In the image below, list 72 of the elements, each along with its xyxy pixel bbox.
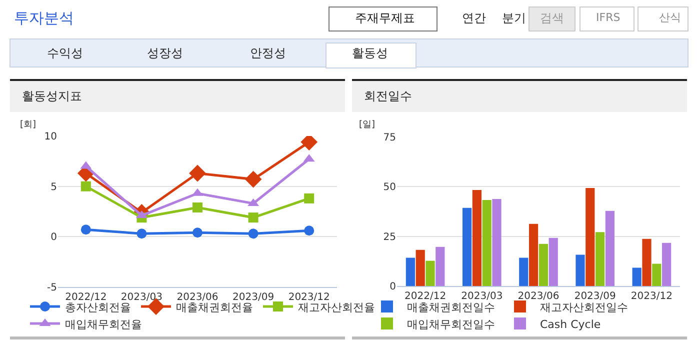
bar xyxy=(472,190,482,286)
x-tick-label: 2023/03 xyxy=(461,291,503,302)
point xyxy=(189,164,206,182)
x-tick-label: 2023/06 xyxy=(518,291,560,302)
text: 검색 xyxy=(540,11,564,25)
y-tick-label: 5 xyxy=(50,182,57,193)
y-tick-label: -5 xyxy=(47,282,57,294)
text: 활동성 xyxy=(352,46,388,60)
text: 수익성 xyxy=(47,46,83,60)
legend-label: 재고자산회전일수 xyxy=(540,300,628,314)
bar xyxy=(642,238,652,286)
point xyxy=(192,202,202,212)
text: 연간 xyxy=(462,11,486,25)
text: 성장성 xyxy=(147,46,183,60)
y-tick-label: 75 xyxy=(383,132,396,144)
y-tick-label: 25 xyxy=(383,232,396,243)
bar xyxy=(538,244,548,286)
legend-label: 재고자산회전율 xyxy=(298,300,375,314)
text: 안정성 xyxy=(250,46,286,60)
y-axis-title: [일] xyxy=(359,120,376,130)
text: IFRS xyxy=(596,11,620,24)
bar xyxy=(586,188,595,286)
point xyxy=(136,228,147,239)
bar xyxy=(596,232,605,286)
bar xyxy=(528,224,538,286)
bar xyxy=(406,258,415,286)
y-tick-label: 0 xyxy=(390,282,396,292)
point xyxy=(80,181,91,192)
x-tick-label: 2022/12 xyxy=(65,292,107,303)
legend-label: 매입채무회전일수 xyxy=(407,318,495,331)
bar xyxy=(436,246,445,286)
bar xyxy=(482,200,492,286)
x-tick-label: 2023/06 xyxy=(176,292,218,303)
y-tick-label: 0 xyxy=(50,232,57,244)
bar xyxy=(519,258,528,286)
bar xyxy=(576,254,585,286)
point xyxy=(248,212,258,223)
chart-title: 회전일수 xyxy=(364,89,412,103)
y-tick-label: 50 xyxy=(383,182,396,194)
y-tick-label: 10 xyxy=(44,132,57,142)
y-axis-title: [회] xyxy=(20,120,36,130)
x-tick-label: 2023/12 xyxy=(630,291,672,302)
bar xyxy=(426,260,435,286)
x-tick-label: 2022/12 xyxy=(404,291,446,302)
legend-label: 매출채권회전율 xyxy=(176,300,253,314)
point xyxy=(304,193,314,204)
bar xyxy=(462,208,472,286)
legend-label: 총자산회전율 xyxy=(65,300,131,314)
bar xyxy=(632,268,642,286)
chart-title: 활동성지표 xyxy=(22,89,82,103)
point xyxy=(304,226,314,236)
x-tick-label: 2023/09 xyxy=(232,292,274,303)
point xyxy=(80,224,91,235)
bar xyxy=(662,242,672,286)
bar xyxy=(652,264,662,286)
bar xyxy=(548,238,558,286)
bar xyxy=(492,198,502,286)
point xyxy=(248,228,258,239)
bar xyxy=(605,210,615,286)
text: 투자분석 xyxy=(14,9,74,27)
bar xyxy=(416,250,425,286)
x-tick-label: 2023/12 xyxy=(288,292,330,303)
text: 산식 xyxy=(659,11,681,24)
legend-label: 매출채권회전일수 xyxy=(407,300,495,314)
point xyxy=(192,228,202,238)
legend-label: Cash Cycle xyxy=(540,318,601,331)
text: 분기 xyxy=(502,11,526,25)
x-tick-label: 2023/09 xyxy=(574,291,616,302)
x-tick-label: 2023/03 xyxy=(120,292,162,303)
point xyxy=(244,170,262,188)
legend-label: 매입채무회전율 xyxy=(65,318,142,331)
text: 주재무제표 xyxy=(355,11,415,25)
